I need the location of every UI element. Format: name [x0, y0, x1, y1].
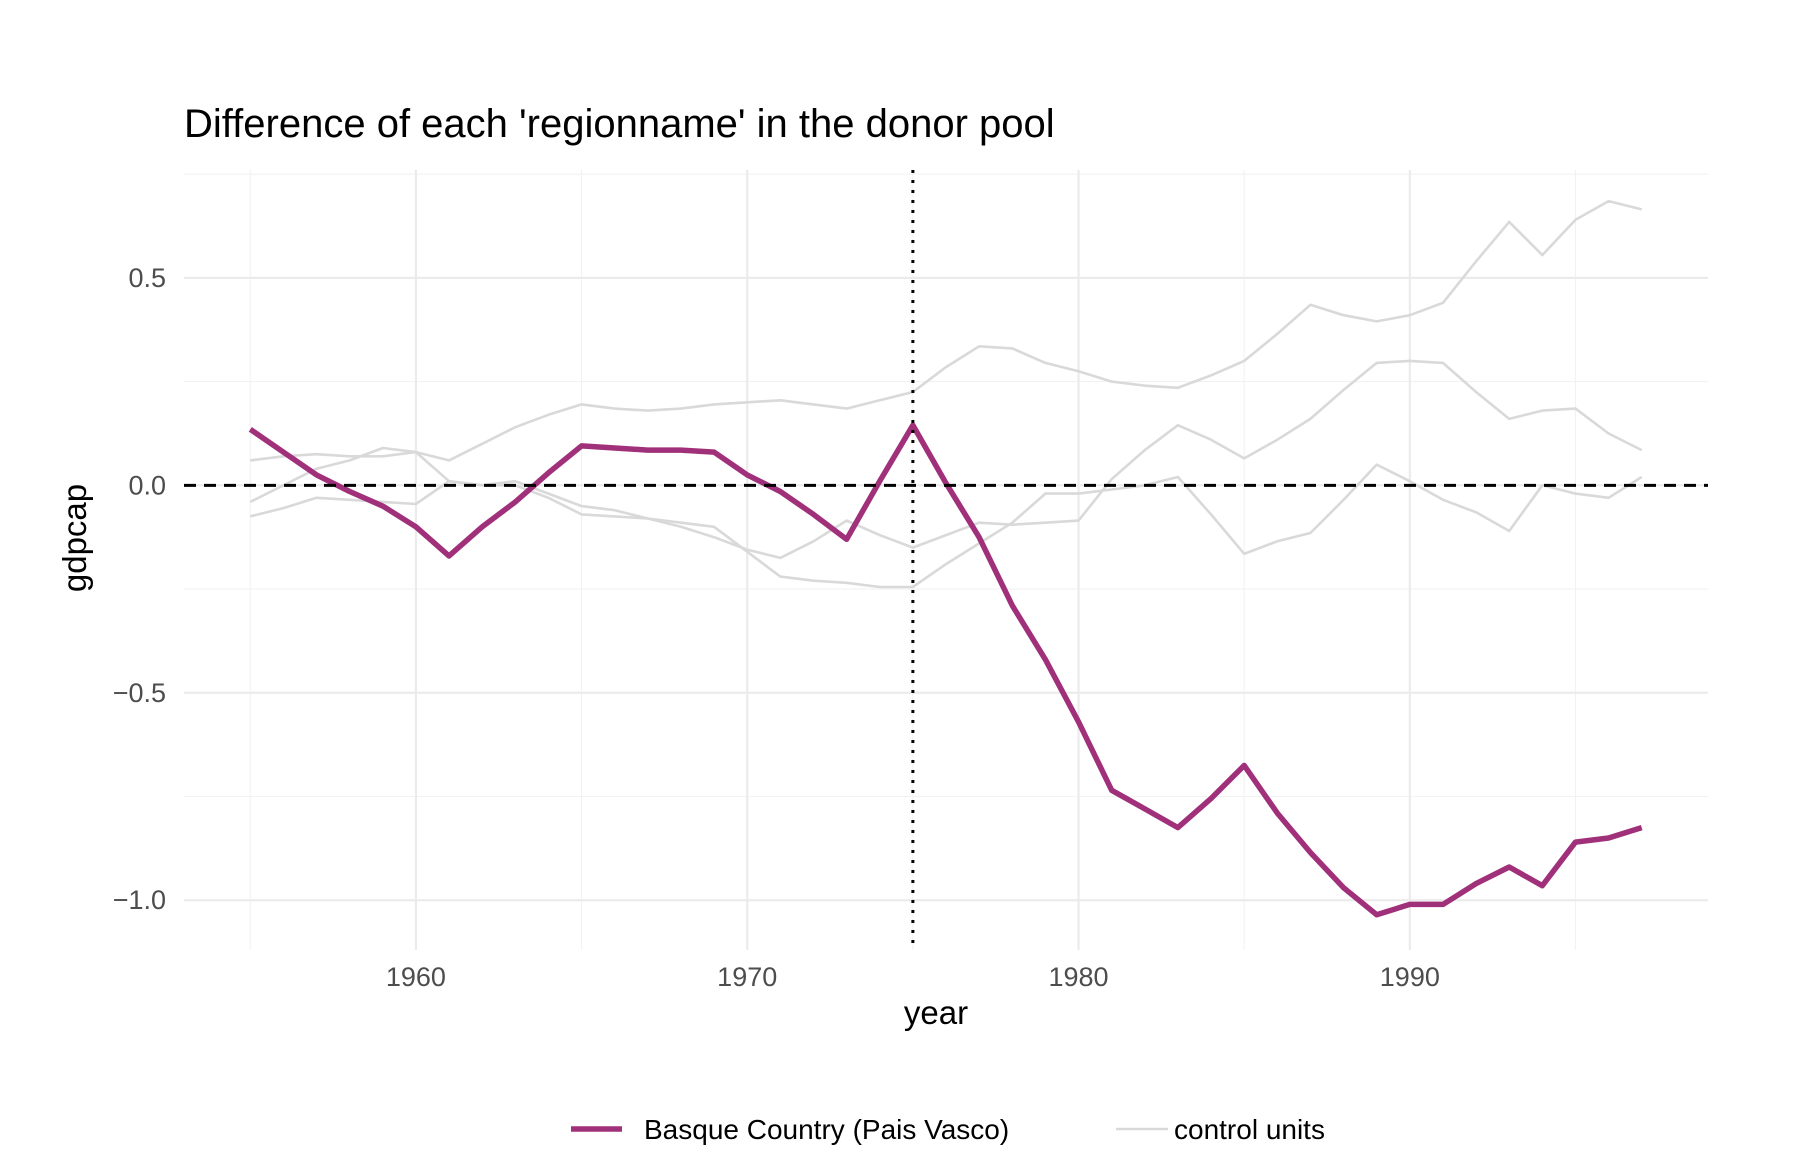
- y-tick-label: −1.0: [113, 885, 166, 915]
- x-tick-label: 1960: [386, 962, 446, 992]
- series-line-control-unit: [250, 199, 1643, 462]
- x-tick-labels: 1960 1970 1980 1990: [386, 962, 1440, 992]
- y-axis-label: gdpcap: [56, 484, 93, 592]
- legend: Basque Country (Pais Vasco) control units: [571, 1114, 1325, 1145]
- series-line-control-unit: [249, 446, 1643, 589]
- x-axis-label: year: [904, 994, 968, 1031]
- series-line-basque-country: [248, 422, 1643, 918]
- y-tick-label: 0.0: [128, 470, 166, 500]
- series-line-control-unit: [249, 359, 1643, 560]
- chart-title: Difference of each 'regionname' in the d…: [184, 102, 1055, 146]
- y-tick-label: −0.5: [113, 678, 166, 708]
- legend-label: Basque Country (Pais Vasco): [644, 1114, 1009, 1145]
- reference-lines: [184, 170, 1708, 950]
- y-tick-labels: 0.5 0.0 −0.5 −1.0: [113, 263, 166, 915]
- series-group: [248, 199, 1643, 918]
- x-tick-label: 1970: [717, 962, 777, 992]
- grid: [184, 170, 1708, 950]
- x-tick-label: 1990: [1380, 962, 1440, 992]
- y-tick-label: 0.5: [128, 263, 166, 293]
- x-tick-label: 1980: [1048, 962, 1108, 992]
- legend-label: control units: [1174, 1114, 1325, 1145]
